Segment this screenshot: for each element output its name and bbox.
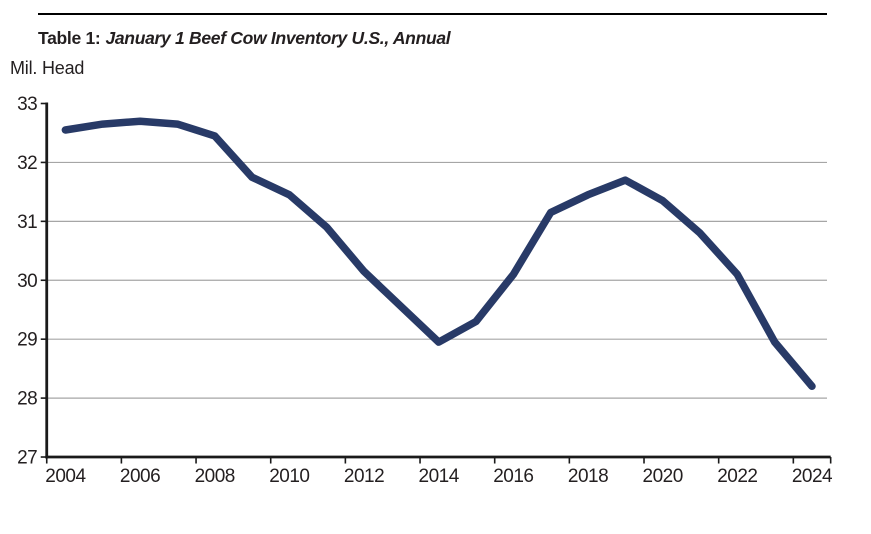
chart-title-prefix: Table 1: [38, 28, 101, 48]
y-tick-label: 31 [17, 212, 37, 233]
x-tick-label: 2024 [792, 466, 833, 487]
x-tick-label: 2010 [269, 466, 309, 487]
title-separator-line [38, 13, 827, 15]
chart-title: Table 1: January 1 Beef Cow Inventory U.S… [38, 28, 451, 49]
x-tick-label: 2014 [419, 466, 460, 487]
x-tick-label: 2012 [344, 466, 384, 487]
y-tick-label: 27 [17, 448, 37, 469]
y-tick-label: 30 [17, 271, 37, 292]
y-tick-label: 33 [17, 94, 37, 115]
y-axis-unit-label: Mil. Head [10, 58, 85, 78]
x-tick-label: 2016 [493, 466, 533, 487]
x-tick-label: 2004 [45, 466, 86, 487]
x-tick-label: 2006 [120, 466, 160, 487]
y-tick-label: 32 [17, 153, 37, 174]
y-tick-label: 29 [17, 330, 37, 351]
chart-title-text: January 1 Beef Cow Inventory U.S., Annua… [105, 28, 451, 48]
x-tick-label: 2022 [717, 466, 757, 487]
x-tick-label: 2018 [568, 466, 608, 487]
x-tick-label: 2008 [195, 466, 235, 487]
data-series-line [61, 117, 816, 391]
y-tick-label: 28 [17, 389, 37, 410]
x-tick-label: 2020 [643, 466, 683, 487]
